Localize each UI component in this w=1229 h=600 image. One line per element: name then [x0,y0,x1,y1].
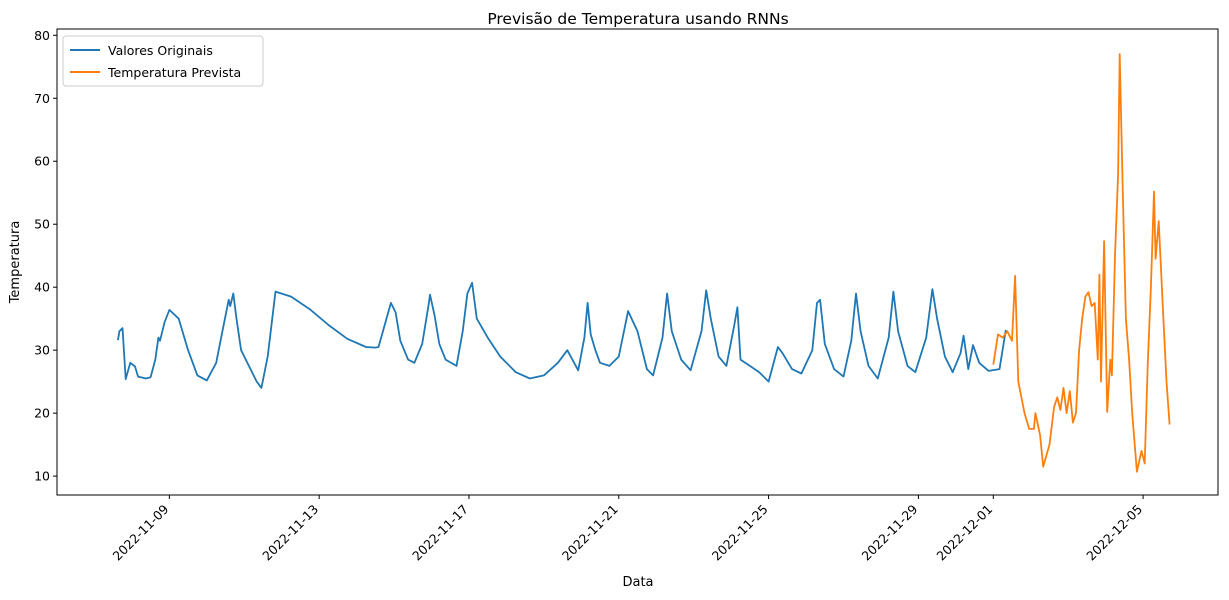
legend-box [62,35,264,87]
y-tick-label: 60 [34,154,50,169]
x-tick-label: 2022-11-09 [109,501,171,563]
x-tick-label: 2022-11-29 [859,501,921,563]
y-axis-label: Temperatura [8,221,23,305]
x-tick-label: 2022-12-01 [933,502,995,564]
plot-lines [117,53,1171,473]
plot-frame [56,28,1219,496]
y-tick-label: 40 [34,280,50,295]
legend-label-temperatura-prevista: Temperatura Prevista [107,65,241,80]
legend: Valores Originais Temperatura Prevista [62,35,264,87]
chart-title: Previsão de Temperatura usando RNNs [487,10,788,28]
x-tick-label: 2022-11-13 [259,502,321,564]
legend-label-valores-originais: Valores Originais [108,43,213,58]
x-axis: 2022-11-09 2022-11-13 2022-11-17 2022-11-21… [109,495,1145,563]
y-tick-label: 80 [34,28,50,43]
x-axis-label: Data [622,575,653,590]
x-tick-label: 2022-11-17 [409,502,471,564]
x-tick-label: 2022-11-25 [709,502,771,564]
y-axis: 10 20 30 40 50 60 70 80 [34,28,57,484]
y-tick-label: 30 [34,343,50,358]
series-line-temperatura-prevista [992,53,1171,473]
y-tick-label: 20 [34,406,50,421]
y-tick-label: 50 [34,217,50,232]
y-tick-label: 70 [34,91,50,106]
x-tick-label: 2022-12-05 [1083,502,1145,564]
y-tick-label: 10 [34,469,50,484]
series-line-valores-originais [117,281,1007,389]
x-tick-label: 2022-11-21 [559,502,621,564]
